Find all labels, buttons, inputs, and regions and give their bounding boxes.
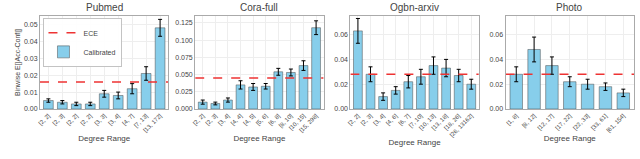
svg-text:[6, 7]: [6, 7] (397, 113, 411, 127)
svg-text:[2, 2]: [2, 2] (192, 113, 206, 127)
svg-text:0.04: 0.04 (490, 56, 504, 63)
svg-text:0.04: 0.04 (24, 38, 38, 45)
svg-text:[6, 8]: [6, 8] (267, 113, 281, 127)
svg-text:[3, 4]: [3, 4] (107, 113, 121, 127)
svg-text:[3, 3]: [3, 3] (93, 113, 107, 127)
svg-text:[13, 172]: [13, 172] (142, 113, 163, 134)
svg-text:Ogbn-arxiv: Ogbn-arxiv (390, 2, 439, 13)
svg-text:[3, 4]: [3, 4] (372, 113, 386, 127)
svg-text:0.125: 0.125 (175, 19, 193, 26)
svg-text:0.05: 0.05 (24, 21, 38, 28)
svg-text:[22, 33]: [22, 33] (572, 113, 591, 132)
svg-text:[10, 13]: [10, 13] (418, 113, 437, 132)
svg-text:Pubmed: Pubmed (86, 2, 123, 13)
svg-text:0.02: 0.02 (24, 72, 38, 79)
svg-text:[4, 6]: [4, 6] (385, 113, 399, 127)
svg-text:Degree Range: Degree Range (78, 134, 131, 143)
svg-text:0.050: 0.050 (175, 71, 193, 78)
svg-text:[8, 12]: [8, 12] (521, 113, 537, 129)
svg-text:0.00: 0.00 (334, 105, 348, 112)
svg-text:[7, 10]: [7, 10] (408, 113, 424, 129)
svg-text:0.02: 0.02 (490, 81, 504, 88)
svg-text:[2, 2]: [2, 2] (65, 113, 79, 127)
svg-text:[5, 6]: [5, 6] (255, 113, 269, 127)
svg-text:Photo: Photo (556, 2, 583, 13)
svg-text:[2, 3]: [2, 3] (51, 113, 65, 127)
svg-text:Degree Range: Degree Range (233, 134, 286, 143)
svg-text:0.04: 0.04 (334, 56, 348, 63)
svg-text:[4, 4]: [4, 4] (230, 113, 244, 127)
svg-text:0.025: 0.025 (175, 88, 193, 95)
svg-text:0.06: 0.06 (334, 31, 348, 38)
svg-text:[8, 10]: [8, 10] (278, 113, 294, 129)
svg-text:[33, 61]: [33, 61] (590, 113, 609, 132)
svg-text:[2, 3]: [2, 3] (204, 113, 218, 127)
svg-text:[10, 15]: [10, 15] (288, 113, 307, 132)
svg-text:0.01: 0.01 (24, 89, 38, 96)
svg-text:Cora-full: Cora-full (240, 2, 278, 13)
svg-text:[2, 2]: [2, 2] (79, 113, 93, 127)
svg-text:[2, 2]: [2, 2] (347, 113, 361, 127)
svg-text:[4, 7]: [4, 7] (121, 113, 135, 127)
svg-text:[2, 3]: [2, 3] (360, 113, 374, 127)
svg-text:[15, 298]: [15, 298] (298, 113, 319, 134)
svg-text:[1, 8]: [1, 8] (505, 113, 519, 127)
svg-text:0.100: 0.100 (175, 37, 193, 44)
svg-text:[4, 5]: [4, 5] (242, 113, 256, 127)
svg-text:[12, 17]: [12, 17] (536, 113, 555, 132)
svg-text:[17, 22]: [17, 22] (554, 113, 573, 132)
svg-text:Degree Range: Degree Range (389, 138, 442, 147)
svg-text:0.00: 0.00 (490, 105, 504, 112)
svg-text:Binwise E[|Acc-Conf|]: Binwise E[|Acc-Conf|] (14, 29, 22, 96)
svg-text:[26, 13162]: [26, 13162] (449, 113, 475, 139)
svg-text:[7, 13]: [7, 13] (133, 113, 149, 129)
svg-text:0.03: 0.03 (24, 55, 38, 62)
svg-text:0.075: 0.075 (175, 54, 193, 61)
svg-text:[61, 154]: [61, 154] (605, 113, 626, 134)
svg-text:[2, 2]: [2, 2] (38, 113, 52, 127)
svg-text:[3, 4]: [3, 4] (217, 113, 231, 127)
svg-text:Calibrated: Calibrated (83, 49, 115, 56)
svg-text:[13, 18]: [13, 18] (431, 113, 450, 132)
svg-text:ECE: ECE (83, 30, 98, 37)
svg-text:[18, 26]: [18, 26] (443, 113, 462, 132)
svg-text:0.000: 0.000 (175, 105, 193, 112)
svg-text:0.02: 0.02 (334, 81, 348, 88)
svg-text:Degree Range: Degree Range (544, 134, 597, 143)
svg-text:0.00: 0.00 (24, 105, 38, 112)
svg-text:0.06: 0.06 (490, 31, 504, 38)
